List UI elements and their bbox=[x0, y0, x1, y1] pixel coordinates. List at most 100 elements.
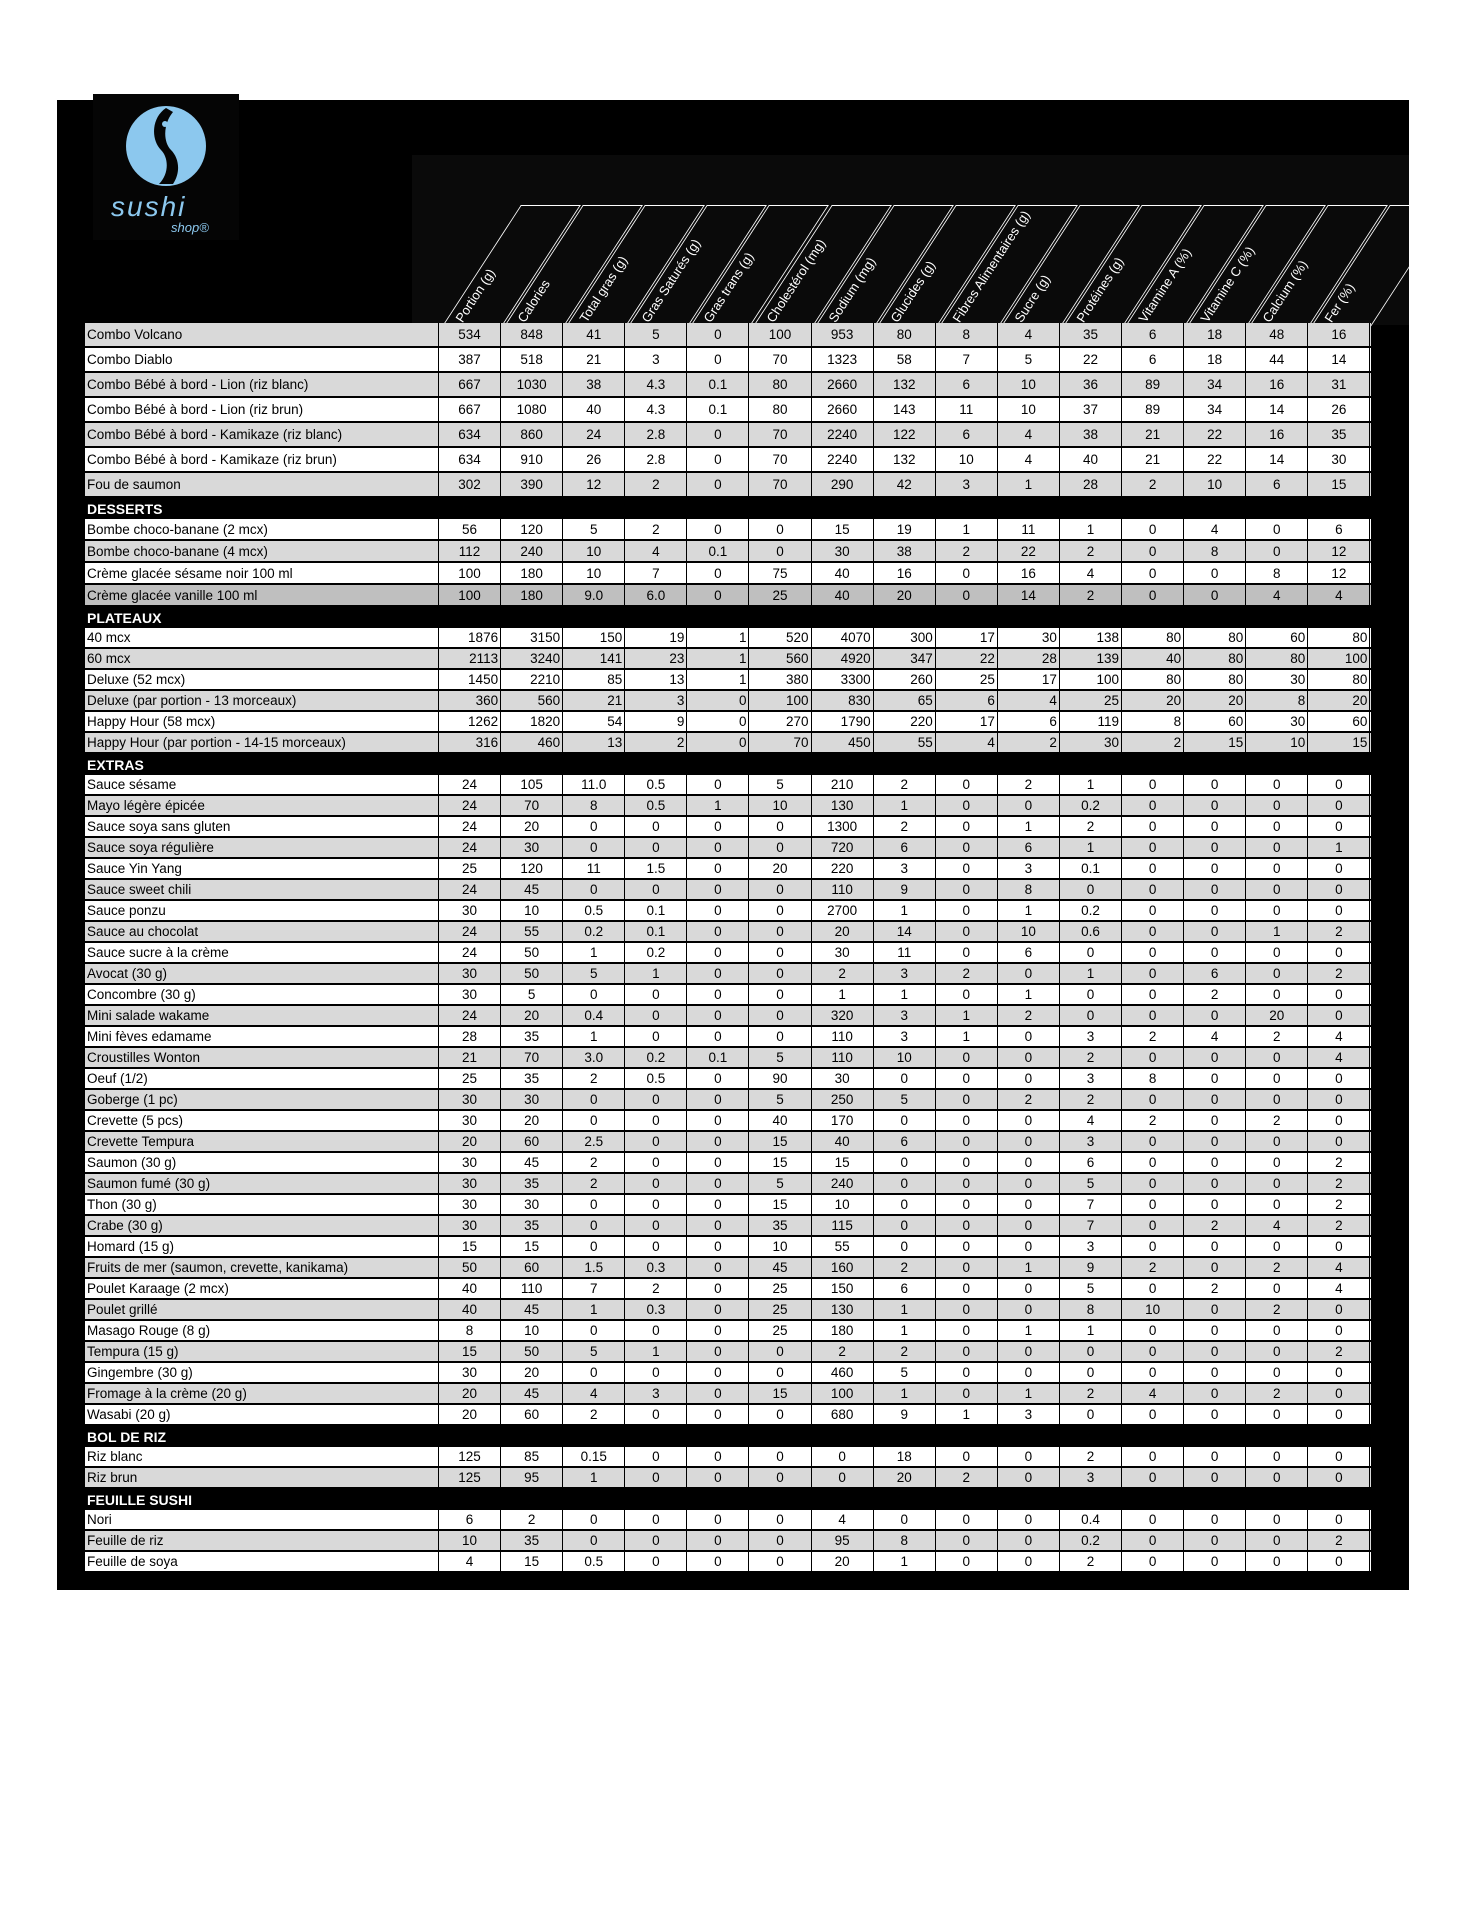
nutrient-value: 3 bbox=[874, 1027, 936, 1046]
table-row: Crème glacée sésame noir 100 ml 100 180 10 7… bbox=[85, 563, 1371, 585]
table-row: 40 mcx 1876 3150 150 19 1 520 4070 300 17 30 138 80 8… bbox=[85, 628, 1371, 649]
nutrient-value: 0 bbox=[1246, 1510, 1309, 1529]
nutrient-value: 347 bbox=[874, 649, 936, 668]
nutrient-value: 0 bbox=[625, 1447, 688, 1466]
table-row: Deluxe (52 mcx) 1450 2210 85 13 1 380 3300 260 25… bbox=[85, 670, 1371, 691]
nutrient-value: 7 bbox=[1060, 1195, 1123, 1214]
item-name: Combo Diablo bbox=[85, 348, 439, 371]
nutrient-value: 0 bbox=[625, 880, 688, 899]
nutrient-value: 10 bbox=[501, 1321, 564, 1340]
nutrient-value: 2 bbox=[501, 1510, 564, 1529]
nutrient-value: 0 bbox=[625, 838, 688, 857]
nutrient-value: 1 bbox=[936, 1027, 998, 1046]
table-row: Fromage à la crème (20 g) 20 45 4 3 0 15 100 1 0 1… bbox=[85, 1384, 1371, 1405]
nutrient-value: 2 bbox=[998, 733, 1060, 752]
nutrient-value: 2 bbox=[998, 1006, 1060, 1025]
nutrient-value: 0 bbox=[936, 585, 998, 605]
nutrient-value: 0 bbox=[1122, 1048, 1185, 1067]
nutrient-value: 0 bbox=[1184, 943, 1247, 962]
nutrient-value: 120 bbox=[501, 519, 564, 539]
nutrient-value: 19 bbox=[625, 628, 688, 647]
nutrient-value: 0 bbox=[563, 1216, 626, 1235]
nutrient-value: 24 bbox=[439, 796, 502, 815]
nutrient-value: 25 bbox=[1060, 691, 1123, 710]
nutrient-value: 70 bbox=[749, 423, 812, 446]
nutrient-value: 6 bbox=[874, 1132, 936, 1151]
nutrient-value: 2 bbox=[625, 473, 688, 496]
nutrient-value: 0 bbox=[687, 1195, 750, 1214]
nutrient-value: 4.3 bbox=[625, 373, 688, 396]
nutrient-value: 5 bbox=[563, 964, 626, 983]
nutrient-value: 21 bbox=[563, 691, 626, 710]
nutrient-value: 0 bbox=[687, 448, 750, 471]
nutrient-value: 0 bbox=[687, 1384, 750, 1403]
nutrient-value: 2 bbox=[1184, 1216, 1247, 1235]
nutrient-value: 15 bbox=[749, 1132, 812, 1151]
nutrient-value: 0 bbox=[563, 1111, 626, 1130]
nutrient-value: 0 bbox=[625, 1468, 688, 1487]
nutrient-value: 139 bbox=[1060, 649, 1123, 668]
nutrient-value: 0 bbox=[1308, 796, 1371, 815]
nutrient-value: 220 bbox=[874, 712, 936, 731]
nutrient-value: 300 bbox=[874, 628, 936, 647]
nutrient-value: 10 bbox=[1246, 733, 1309, 752]
nutrient-value: 0 bbox=[687, 1405, 750, 1424]
nutrient-value: 0 bbox=[1308, 1405, 1371, 1424]
nutrient-value: 45 bbox=[749, 1258, 812, 1277]
nutrient-value: 0 bbox=[936, 943, 998, 962]
nutrient-value: 4 bbox=[998, 448, 1060, 471]
nutrient-value: 0 bbox=[998, 1153, 1060, 1172]
table-row: Fou de saumon 302 390 12 2 0 70 290 42 3 1 28 2 10 6 15 bbox=[85, 473, 1371, 498]
nutrient-value: 0.4 bbox=[1060, 1510, 1123, 1529]
nutrient-value: 8 bbox=[998, 880, 1060, 899]
nutrient-value: 0 bbox=[625, 1027, 688, 1046]
nutrient-value: 2 bbox=[1308, 922, 1371, 941]
nutrient-value: 70 bbox=[501, 1048, 564, 1067]
nutrient-value: 250 bbox=[812, 1090, 874, 1109]
nutrient-value: 20 bbox=[501, 1363, 564, 1382]
item-name: Thon (30 g) bbox=[85, 1195, 439, 1214]
nutrient-value: 0 bbox=[936, 1300, 998, 1319]
nutrient-value: 0 bbox=[1122, 1279, 1185, 1298]
nutrient-value: 0 bbox=[1246, 1279, 1309, 1298]
nutrient-value: 0 bbox=[998, 1069, 1060, 1088]
nutrient-value: 0 bbox=[1184, 1363, 1247, 1382]
nutrient-value: 35 bbox=[501, 1027, 564, 1046]
nutrient-value: 100 bbox=[749, 691, 812, 710]
nutrient-value: 125 bbox=[439, 1468, 502, 1487]
nutrient-value: 18 bbox=[1184, 348, 1247, 371]
item-name: Crabe (30 g) bbox=[85, 1216, 439, 1235]
nutrient-value: 40 bbox=[812, 585, 874, 605]
nutrient-value: 15 bbox=[439, 1342, 502, 1361]
nutrient-value: 0.5 bbox=[563, 901, 626, 920]
nutrient-value: 0 bbox=[1184, 1195, 1247, 1214]
nutrient-value: 0 bbox=[998, 1279, 1060, 1298]
nutrient-value: 10 bbox=[563, 563, 626, 583]
nutrient-value: 0 bbox=[1308, 1069, 1371, 1088]
nutrient-value: 38 bbox=[874, 541, 936, 561]
table-row: Sauce Yin Yang 25 120 11 1.5 0 20 220 3 0 3 0.1 0 0 0 0 bbox=[85, 859, 1371, 880]
nutrient-value: 0 bbox=[625, 1174, 688, 1193]
nutrient-value: 0 bbox=[1122, 1363, 1185, 1382]
nutrient-value: 40 bbox=[1122, 649, 1185, 668]
nutrient-value: 0 bbox=[1060, 1006, 1123, 1025]
nutrient-value: 40 bbox=[749, 1111, 812, 1130]
nutrient-value: 65 bbox=[874, 691, 936, 710]
nutrient-value: 0 bbox=[1246, 1447, 1309, 1466]
nutrient-value: 22 bbox=[936, 649, 998, 668]
nutrient-value: 1 bbox=[1246, 922, 1309, 941]
nutrient-value: 0 bbox=[749, 880, 812, 899]
nutrient-value: 0 bbox=[1122, 519, 1185, 539]
nutrient-value: 0 bbox=[625, 1006, 688, 1025]
nutrient-value: 0 bbox=[687, 1006, 750, 1025]
table-row: Sauce ponzu 30 10 0.5 0.1 0 0 2700 1 0 1 0.2 0 0 0 0 bbox=[85, 901, 1371, 922]
nutrient-value: 0 bbox=[749, 1552, 812, 1571]
nutrient-value: 15 bbox=[501, 1237, 564, 1256]
nutrient-value: 24 bbox=[563, 423, 626, 446]
nutrient-value: 0 bbox=[687, 1447, 750, 1466]
nutrient-value: 0.1 bbox=[1060, 859, 1123, 878]
nutrient-value: 20 bbox=[501, 817, 564, 836]
nutrient-value: 0 bbox=[1308, 1321, 1371, 1340]
item-name: Poulet grillé bbox=[85, 1300, 439, 1319]
nutrient-value: 40 bbox=[812, 1132, 874, 1151]
